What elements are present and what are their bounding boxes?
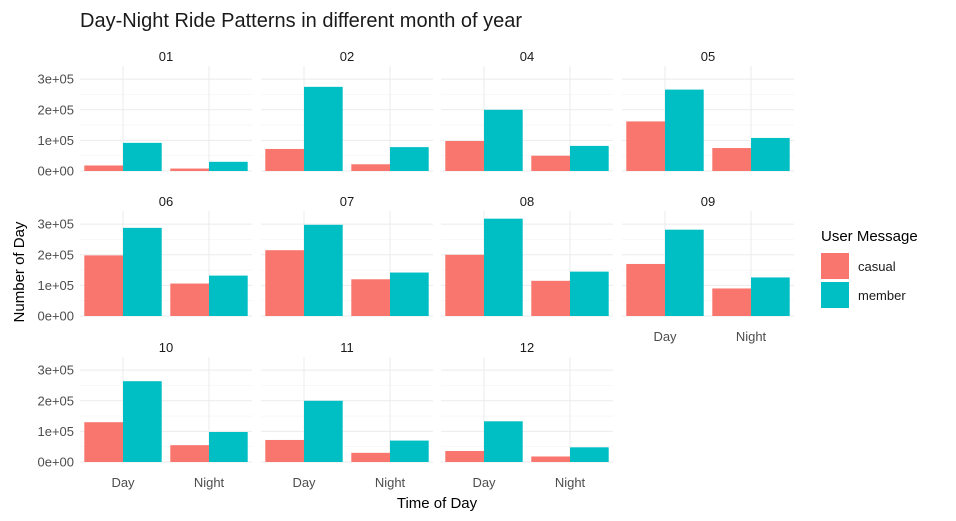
legend-label-member: member	[858, 288, 906, 303]
x-tick-label: Night	[555, 475, 586, 490]
x-tick-label: Night	[375, 475, 406, 490]
x-tick-label: Day	[111, 475, 135, 490]
bar-member-night-11	[390, 440, 429, 462]
bar-casual-night-10	[170, 445, 209, 462]
facet-label: 06	[159, 194, 173, 209]
legend-swatch-member	[821, 282, 849, 308]
facet-panel-02: 02	[261, 49, 433, 172]
bar-member-night-09	[751, 277, 790, 316]
facet-panel-09: 09 Day Night	[622, 194, 794, 344]
bar-casual-day-09	[626, 263, 665, 316]
bar-casual-day-04	[445, 141, 484, 171]
legend-swatch-casual	[821, 253, 849, 279]
bar-member-night-12	[570, 447, 609, 462]
bar-casual-day-12	[445, 450, 484, 462]
bar-casual-night-07	[351, 279, 390, 316]
facet-label: 01	[159, 49, 173, 64]
y-tick-label: 0e+00	[37, 309, 74, 324]
x-tick-label: Day	[472, 475, 496, 490]
y-axis-title: Number of Day	[11, 221, 28, 322]
bar-casual-day-01	[84, 165, 123, 171]
bar-casual-night-01	[170, 168, 209, 171]
bar-casual-night-08	[531, 280, 570, 316]
bar-member-day-10	[123, 381, 162, 462]
facet-panel-05: 05	[622, 49, 794, 172]
facet-panel-04: 04	[441, 49, 613, 172]
facet-label: 05	[701, 49, 715, 64]
bar-member-day-08	[484, 218, 523, 316]
facet-label: 04	[520, 49, 534, 64]
y-tick-label: 3e+05	[37, 217, 74, 232]
bar-casual-night-04	[531, 155, 570, 171]
bar-member-day-02	[304, 86, 343, 171]
facet-panel-07: 07	[261, 194, 433, 317]
bar-casual-night-05	[712, 148, 751, 171]
bar-member-day-12	[484, 421, 523, 462]
bar-member-day-05	[665, 89, 704, 171]
y-tick-label: 2e+05	[37, 247, 74, 262]
bar-member-night-01	[209, 161, 248, 171]
bar-casual-day-06	[84, 255, 123, 316]
x-tick-label: Day	[653, 329, 677, 344]
bar-casual-day-02	[265, 148, 304, 171]
bar-member-night-08	[570, 271, 609, 316]
bar-casual-day-08	[445, 254, 484, 316]
facet-panel-06: 06 0e+00 1e+05 2e+05 3e+05	[37, 194, 252, 324]
bar-member-day-01	[123, 142, 162, 171]
x-tick-label: Night	[736, 329, 767, 344]
legend-label-casual: casual	[858, 259, 896, 274]
bar-casual-night-11	[351, 452, 390, 462]
y-tick-label: 2e+05	[37, 102, 74, 117]
facet-panel-11: 11 Day Night	[261, 340, 433, 490]
bar-casual-day-11	[265, 439, 304, 462]
bar-member-night-04	[570, 145, 609, 171]
y-tick-label: 3e+05	[37, 363, 74, 378]
bar-member-day-06	[123, 227, 162, 316]
facet-label: 12	[520, 340, 534, 355]
y-tick-label: 3e+05	[37, 72, 74, 87]
bar-member-night-02	[390, 147, 429, 171]
y-tick-label: 2e+05	[37, 393, 74, 408]
bar-casual-day-07	[265, 250, 304, 316]
facet-label: 10	[159, 340, 173, 355]
facet-label: 07	[340, 194, 354, 209]
bar-member-night-10	[209, 432, 248, 462]
y-tick-label: 1e+05	[37, 278, 74, 293]
y-tick-label: 1e+05	[37, 133, 74, 148]
bar-casual-night-06	[170, 283, 209, 316]
facet-panel-10: 10 0e+00 1e+05 2e+05 3e+05 Day Night	[37, 340, 252, 490]
facet-label: 09	[701, 194, 715, 209]
bar-member-day-11	[304, 400, 343, 462]
facet-panel-12: 12 Day Night	[441, 340, 613, 490]
bar-member-night-05	[751, 137, 790, 171]
bar-member-night-07	[390, 272, 429, 316]
bar-casual-night-12	[531, 456, 570, 462]
facet-panels: 01 0e+00 1e+05 2e+05 3e+05 02 04 05 06 0e+00 1e+05…	[37, 49, 794, 490]
y-tick-label: 1e+05	[37, 424, 74, 439]
facet-panel-08: 08	[441, 194, 613, 317]
facet-label: 11	[340, 340, 354, 355]
bar-member-day-09	[665, 229, 704, 316]
bar-member-night-06	[209, 275, 248, 316]
facet-label: 02	[340, 49, 354, 64]
y-tick-label: 0e+00	[37, 455, 74, 470]
legend-title: User Message	[821, 228, 918, 245]
facet-panel-01: 01 0e+00 1e+05 2e+05 3e+05	[37, 49, 252, 179]
bar-casual-day-05	[626, 121, 665, 171]
bar-casual-night-02	[351, 164, 390, 171]
chart-title: Day-Night Ride Patterns in different mon…	[80, 10, 522, 32]
facet-label: 08	[520, 194, 534, 209]
legend: User Message casual member	[821, 228, 918, 308]
bar-member-day-07	[304, 224, 343, 316]
y-tick-label: 0e+00	[37, 164, 74, 179]
bar-casual-night-09	[712, 288, 751, 316]
bar-member-day-04	[484, 109, 523, 171]
x-tick-label: Night	[194, 475, 225, 490]
x-tick-label: Day	[292, 475, 316, 490]
x-axis-title: Time of Day	[397, 495, 478, 512]
bar-casual-day-10	[84, 422, 123, 462]
